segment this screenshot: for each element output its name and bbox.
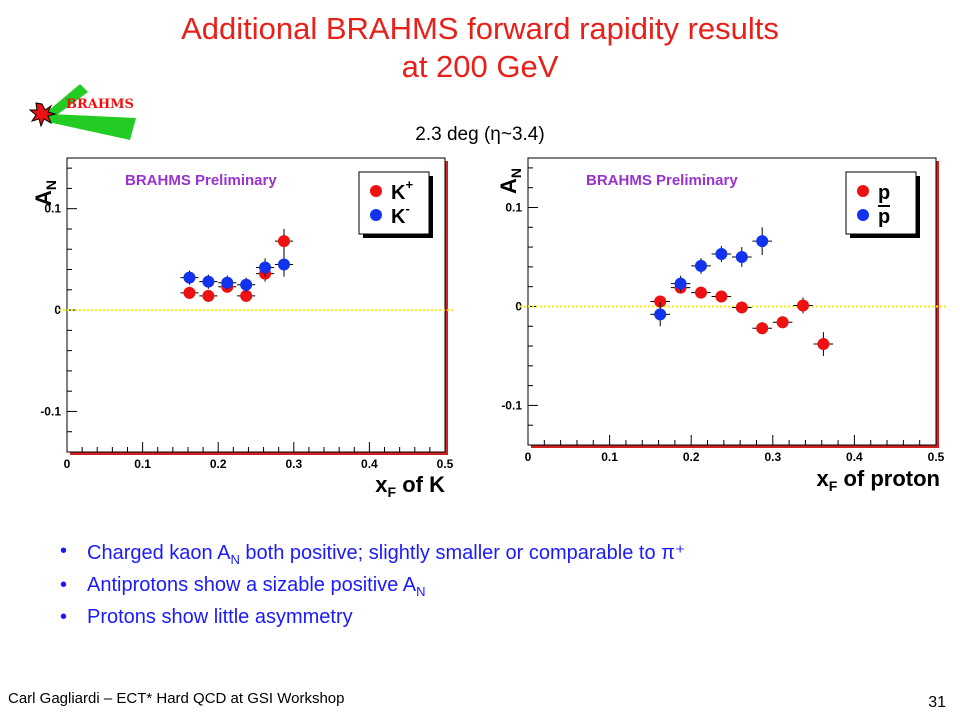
data-point-blue — [694, 259, 707, 272]
y-tick-label: 0.1 — [44, 202, 61, 216]
bullet-item: • Protons show little asymmetry — [60, 606, 353, 628]
data-point-blue — [715, 247, 728, 260]
legend-label: K- — [391, 201, 410, 228]
x-tick-label: 0.1 — [134, 457, 151, 471]
x-tick-label: 0.5 — [928, 450, 945, 464]
logo-text: BRAHMS — [66, 97, 134, 112]
data-point-blue — [202, 275, 215, 288]
data-point-red — [654, 295, 667, 308]
x-tick-label: 0 — [64, 457, 71, 471]
x-tick-label: 0.3 — [285, 457, 302, 471]
data-point-blue — [277, 258, 290, 271]
data-point-red — [277, 235, 290, 248]
footer-author: Carl Gagliardi – ECT* Hard QCD at GSI Wo… — [8, 690, 345, 707]
x-tick-label: 0.4 — [846, 450, 863, 464]
legend-marker — [370, 209, 382, 221]
y-axis-label: AN — [496, 168, 524, 194]
page-number: 31 — [928, 694, 946, 711]
data-point-blue — [735, 250, 748, 263]
slide-title-line2: at 200 GeV — [401, 49, 559, 84]
data-point-red — [817, 338, 830, 351]
data-point-red — [796, 299, 809, 312]
data-point-blue — [240, 278, 253, 291]
chart-subtitle: 2.3 deg (η~3.4) — [415, 124, 545, 145]
proton-asymmetry-chart: -0.1 0 0.1 0 0.1 0.2 0.3 0.4 0.5 AN xF of proton BR… — [496, 157, 946, 494]
data-point-red — [756, 322, 769, 335]
x-tick-label: 0 — [525, 450, 532, 464]
data-point-red — [240, 289, 253, 302]
data-point-red — [183, 286, 196, 299]
data-point-red — [694, 286, 707, 299]
preliminary-label: BRAHMS Preliminary — [125, 172, 277, 189]
kaon-asymmetry-chart: -0.1 0 0.1 0 0.1 0.2 0.3 0.4 0.5 AN xF of K BRAHMS … — [31, 157, 455, 500]
bullet-item: • Charged kaon AN both positive; slightly… — [60, 540, 686, 567]
brahms-logo: BRAHMS — [28, 84, 136, 140]
legend-marker — [857, 209, 869, 221]
x-axis-label: xF of proton — [817, 466, 940, 494]
data-point-blue — [674, 277, 687, 290]
x-tick-label: 0.4 — [361, 457, 378, 471]
logo-wedge-lower — [48, 114, 136, 140]
data-point-red — [202, 289, 215, 302]
x-axis-label: xF of K — [375, 472, 445, 500]
logo-wedge-upper — [42, 84, 88, 120]
bullet-list: • Charged kaon AN both positive; slightly… — [60, 540, 685, 636]
legend-label: p — [878, 206, 890, 228]
slide-title-line1: Additional BRAHMS forward rapidity resul… — [181, 11, 779, 46]
legend-marker — [857, 185, 869, 197]
data-point-blue — [259, 261, 272, 274]
data-point-red — [776, 316, 789, 329]
y-tick-label: -0.1 — [501, 398, 522, 412]
legend-label: K+ — [391, 177, 413, 204]
y-tick-label: 0 — [54, 303, 61, 317]
bullet-item: • Antiprotons show a sizable positive AN — [60, 574, 426, 599]
data-point-blue — [654, 308, 667, 321]
y-tick-label: -0.1 — [40, 404, 61, 418]
x-tick-label: 0.2 — [683, 450, 700, 464]
x-tick-label: 0.5 — [437, 457, 454, 471]
x-tick-label: 0.1 — [601, 450, 618, 464]
legend-box — [845, 171, 917, 235]
x-tick-label: 0.3 — [764, 450, 781, 464]
legend-marker — [370, 185, 382, 197]
logo-star — [28, 102, 57, 128]
y-tick-label: 0 — [515, 299, 522, 313]
data-point-red — [735, 301, 748, 314]
data-point-blue — [221, 276, 234, 289]
y-axis-label: AN — [31, 180, 59, 206]
y-tick-label: 0.1 — [505, 200, 522, 214]
preliminary-label: BRAHMS Preliminary — [586, 172, 738, 189]
legend-label: p — [878, 182, 890, 204]
x-tick-label: 0.2 — [210, 457, 227, 471]
data-point-blue — [756, 235, 769, 248]
legend-box — [358, 171, 430, 235]
data-point-blue — [183, 271, 196, 284]
data-point-red — [715, 290, 728, 303]
